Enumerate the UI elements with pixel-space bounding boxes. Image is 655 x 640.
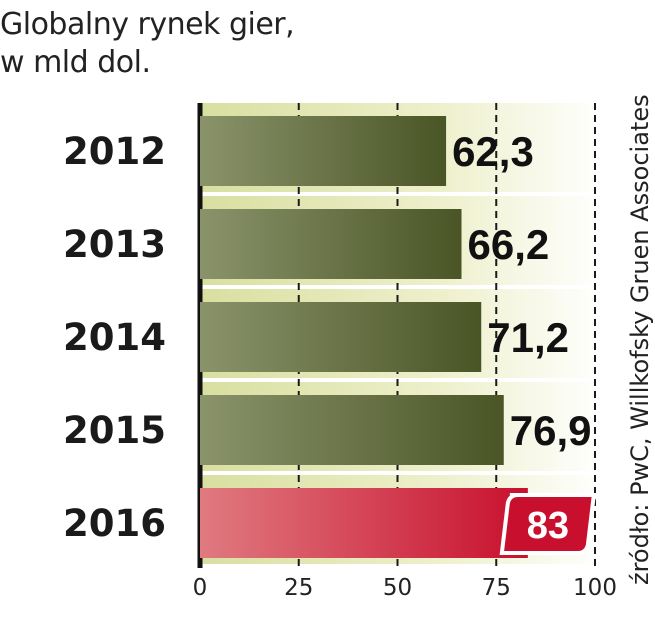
category-label: 2013 <box>63 223 166 266</box>
bar <box>200 302 482 372</box>
title-line-2: w mld dol. <box>0 45 151 80</box>
bar <box>200 395 504 465</box>
data-label: 76,9 <box>510 407 592 454</box>
source-note: źródło: PwC, Willkofsky Gruen Associates <box>626 94 654 585</box>
chart-title: Globalny rynek gier, w mld dol. <box>0 6 295 82</box>
x-tick-label: 75 <box>482 575 511 601</box>
data-label: 83 <box>527 505 569 547</box>
data-label: 71,2 <box>487 314 569 361</box>
x-tick-label: 50 <box>383 575 412 601</box>
value-badge <box>499 493 597 555</box>
category-label: 2015 <box>63 409 166 452</box>
data-label: 66,2 <box>467 221 549 268</box>
x-tick-label: 0 <box>193 575 208 601</box>
category-label: 2016 <box>63 502 166 545</box>
bar <box>200 209 462 279</box>
x-tick-label: 25 <box>284 575 313 601</box>
x-tick-label: 100 <box>573 575 617 601</box>
title-line-1: Globalny rynek gier, <box>0 7 295 42</box>
bar <box>200 116 447 186</box>
bar-highlight <box>200 488 528 558</box>
category-label: 2012 <box>63 130 166 173</box>
data-label: 62,3 <box>452 128 534 175</box>
category-label: 2014 <box>63 316 166 359</box>
